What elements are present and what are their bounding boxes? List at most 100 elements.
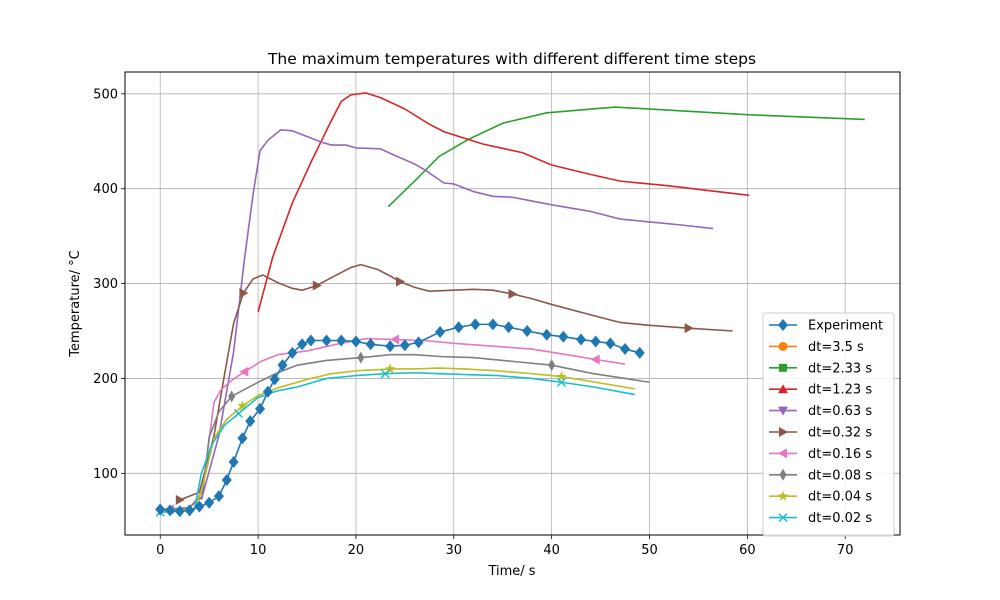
data-point-marker xyxy=(503,321,514,334)
plot-series xyxy=(155,92,865,518)
x-tick-label: 30 xyxy=(446,543,463,558)
legend-label: dt=0.63 s xyxy=(808,404,872,419)
data-point-marker xyxy=(312,280,322,291)
data-point-marker xyxy=(413,336,424,349)
data-point-marker xyxy=(269,373,280,386)
legend-label: dt=0.02 s xyxy=(808,511,872,526)
data-point-marker xyxy=(237,432,248,445)
legend-item: dt=0.02 s xyxy=(769,511,872,526)
data-point-marker xyxy=(541,328,552,341)
legend-label: dt=0.16 s xyxy=(808,447,872,462)
data-point-marker xyxy=(778,319,788,331)
legend: Experiment dt=3.5 s dt=2.33 s dt=1.23 s dt=0… xyxy=(762,312,895,537)
x-marker-stroke xyxy=(556,377,566,387)
data-point-marker xyxy=(575,333,586,346)
x-tick-label: 60 xyxy=(739,543,756,558)
y-axis-title: Temperature/ °C xyxy=(68,250,83,357)
legend-label: dt=0.04 s xyxy=(808,490,872,505)
series-line xyxy=(160,367,635,513)
series-line xyxy=(387,106,865,208)
series-line xyxy=(160,371,635,514)
data-point-marker xyxy=(556,371,567,381)
legend-label: dt=0.32 s xyxy=(808,426,872,441)
data-point-marker xyxy=(228,390,236,403)
data-point-marker xyxy=(305,334,316,347)
data-point-marker xyxy=(357,351,365,364)
data-point-marker xyxy=(395,276,405,287)
data-point-marker xyxy=(336,334,347,347)
x-marker-stroke xyxy=(380,369,390,379)
y-tick-label: 200 xyxy=(93,372,118,387)
series-dt-0-63-s xyxy=(200,129,714,501)
data-point-marker xyxy=(287,346,298,359)
data-point-marker xyxy=(390,334,400,345)
legend-item: dt=1.23 s xyxy=(769,383,872,398)
x-axis-ticks: 0 10 20 30 40 50 60 70 xyxy=(156,535,853,558)
data-point-marker xyxy=(239,288,249,299)
data-point-marker xyxy=(590,354,600,365)
legend-item: dt=0.08 s xyxy=(769,468,872,483)
data-point-marker xyxy=(321,334,332,347)
x-tick-label: 70 xyxy=(837,543,854,558)
series-dt-1-23-s xyxy=(257,92,750,313)
series-dt-0-32-s xyxy=(175,263,733,505)
x-tick-label: 40 xyxy=(543,543,560,558)
data-point-marker xyxy=(385,340,396,353)
data-point-marker xyxy=(634,346,645,359)
data-point-marker xyxy=(558,330,569,343)
plot-frame xyxy=(124,71,901,536)
legend-item: dt=3.5 s xyxy=(769,340,864,355)
data-point-marker xyxy=(255,402,266,415)
data-point-marker xyxy=(590,335,601,348)
legend-item: dt=2.33 s xyxy=(769,361,872,376)
data-point-marker xyxy=(194,500,205,513)
legend-item: dt=0.04 s xyxy=(769,490,872,505)
x-marker-stroke xyxy=(234,409,244,419)
data-point-marker xyxy=(165,504,176,517)
series-experiment xyxy=(155,318,645,518)
series-dt-0-02-s xyxy=(155,369,635,517)
series-line xyxy=(257,92,750,313)
data-point-marker xyxy=(399,339,410,352)
data-point-marker xyxy=(605,337,616,350)
chart-title: The maximum temperatures with different … xyxy=(267,50,756,68)
data-point-marker xyxy=(365,338,376,351)
data-point-marker xyxy=(155,503,166,516)
data-point-marker xyxy=(620,343,631,356)
legend-label: dt=3.5 s xyxy=(808,340,864,355)
series-dt-2-33-s xyxy=(387,106,865,208)
data-point-marker xyxy=(778,384,788,394)
x-marker-stroke xyxy=(778,513,788,523)
y-axis-ticks: 100 200 300 400 500 xyxy=(93,87,125,482)
y-tick-label: 500 xyxy=(93,87,118,102)
data-point-marker xyxy=(175,494,185,505)
data-point-marker xyxy=(778,448,787,459)
y-tick-label: 400 xyxy=(93,182,118,197)
x-axis-title: Time/ s xyxy=(487,564,535,579)
data-point-marker xyxy=(778,406,788,416)
data-point-marker xyxy=(174,505,185,518)
legend-label: dt=1.23 s xyxy=(808,383,872,398)
data-point-marker xyxy=(234,409,244,419)
data-point-marker xyxy=(684,323,694,334)
y-tick-label: 100 xyxy=(93,467,118,482)
data-point-marker xyxy=(778,513,788,523)
data-point-marker xyxy=(380,369,390,379)
data-point-marker xyxy=(277,359,288,372)
x-tick-label: 0 xyxy=(156,543,164,558)
data-point-marker xyxy=(204,496,215,509)
legend-item: dt=0.16 s xyxy=(769,447,872,462)
x-tick-label: 50 xyxy=(641,543,658,558)
data-point-marker xyxy=(487,318,498,331)
data-point-marker xyxy=(228,455,239,468)
data-point-marker xyxy=(779,427,788,437)
data-point-marker xyxy=(556,377,566,387)
data-point-marker xyxy=(239,366,249,377)
data-point-marker xyxy=(508,289,518,300)
data-point-marker xyxy=(470,318,481,331)
data-point-marker xyxy=(522,325,533,338)
x-tick-label: 20 xyxy=(348,543,365,558)
data-point-marker xyxy=(779,363,787,372)
data-point-marker xyxy=(213,490,224,503)
